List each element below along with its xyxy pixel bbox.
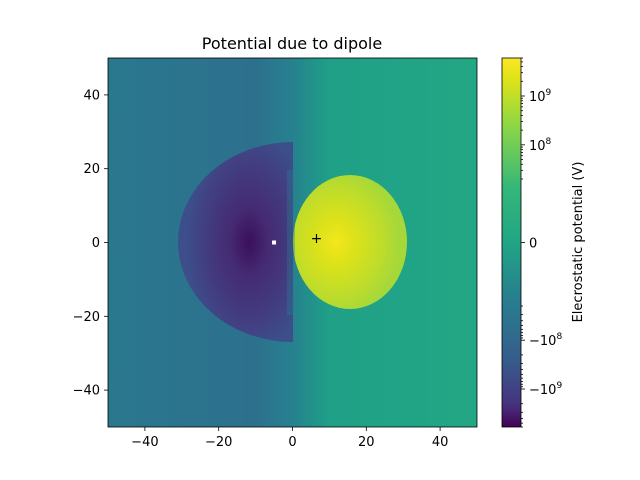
colorbar-tick-label: −108 <box>529 332 562 349</box>
x-axis: −40 −20 0 20 40 <box>131 427 448 450</box>
y-tick-label: 20 <box>83 162 100 177</box>
charge-markers <box>272 240 277 245</box>
negative-lobe <box>178 142 293 342</box>
positive-charge-label: + <box>311 231 323 247</box>
y-axis: −40 −20 0 20 40 <box>73 88 108 399</box>
heatmap <box>108 58 477 427</box>
x-tick-label: 0 <box>288 435 296 450</box>
x-tick-label: 20 <box>358 435 375 450</box>
x-tick-label: −40 <box>131 435 158 450</box>
colorbar-tick-label: 108 <box>529 137 552 154</box>
y-tick-label: −20 <box>73 310 100 325</box>
chart-title: Potential due to dipole <box>202 34 382 53</box>
colorbar-tick-label: 109 <box>529 88 552 105</box>
colorbar <box>501 57 522 428</box>
y-tick-label: 40 <box>83 88 100 103</box>
colorbar-label: Elecrostatic potential (V) <box>571 162 586 323</box>
y-tick-label: −40 <box>73 384 100 399</box>
annotations: + <box>311 231 323 247</box>
positive-lobe-body <box>293 175 407 309</box>
x-tick-label: −20 <box>205 435 232 450</box>
y-tick-label: 0 <box>92 236 100 251</box>
x-tick-label: 40 <box>432 435 449 450</box>
positive-lobe-edge <box>287 170 295 315</box>
colorbar-tick-label: 0 <box>529 237 537 252</box>
colorbar-tick-label: −109 <box>529 381 562 398</box>
colorbar-axis: 109 108 0 −108 −109 <box>521 57 562 428</box>
negative-charge-marker <box>272 240 277 245</box>
